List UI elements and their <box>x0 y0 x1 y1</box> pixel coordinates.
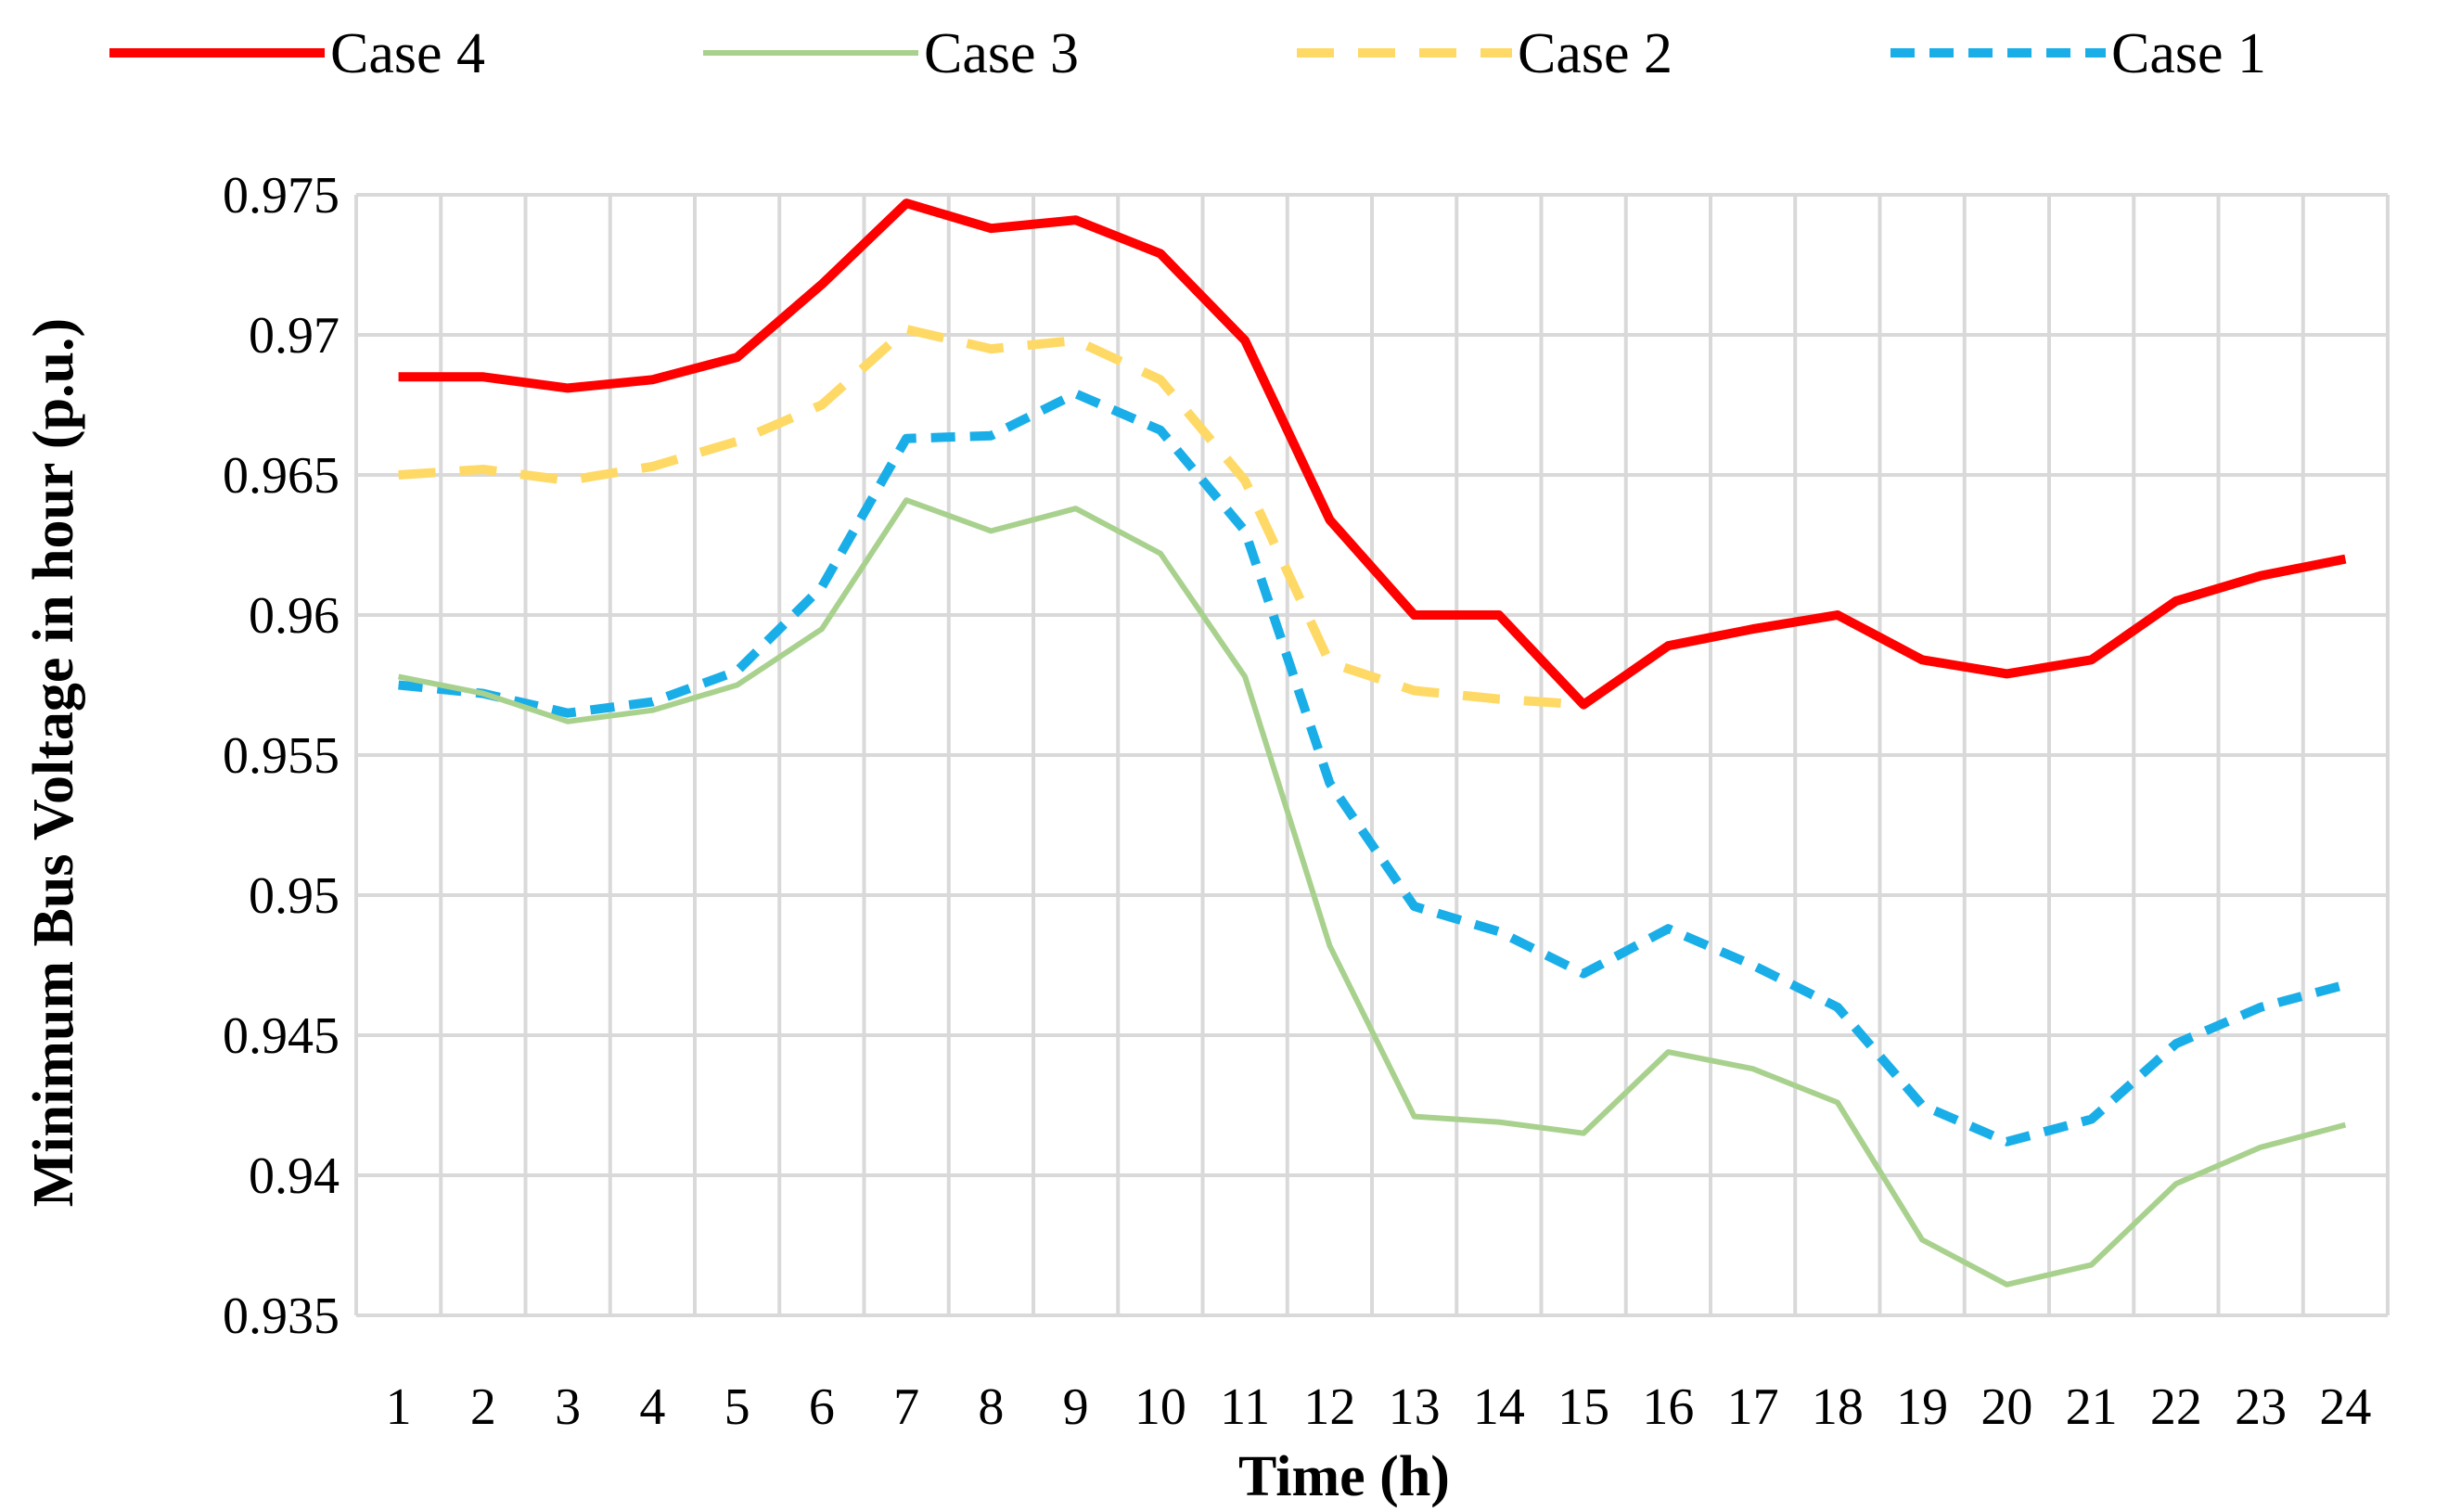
y-tick-label: 0.965 <box>223 447 340 505</box>
y-tick-label: 0.94 <box>249 1147 340 1205</box>
y-tick-label: 0.96 <box>249 587 340 645</box>
x-tick-label: 19 <box>1896 1378 1948 1436</box>
x-axis-title: Time (h) <box>1238 1445 1450 1507</box>
legend-label: Case 1 <box>2111 22 2266 85</box>
x-tick-label: 2 <box>470 1378 496 1436</box>
x-tick-label: 13 <box>1389 1378 1441 1436</box>
x-tick-label: 8 <box>978 1378 1004 1436</box>
x-tick-label: 10 <box>1134 1378 1186 1436</box>
series-line-case-2 <box>398 325 2347 710</box>
x-tick-label: 4 <box>639 1378 665 1436</box>
x-tick-label: 23 <box>2235 1378 2287 1436</box>
series-line-case-3 <box>398 497 2347 1288</box>
legend-label: Case 3 <box>924 22 1079 85</box>
x-tick-label: 6 <box>809 1378 835 1436</box>
x-tick-label: 12 <box>1303 1378 1355 1436</box>
x-tick-label: 17 <box>1727 1378 1779 1436</box>
x-tick-label: 16 <box>1642 1378 1694 1436</box>
series-lines <box>398 199 2347 1288</box>
series-line-case-1 <box>398 389 2347 1147</box>
legend-label: Case 4 <box>330 22 485 85</box>
x-tick-label: 22 <box>2150 1378 2202 1436</box>
y-tick-label: 0.975 <box>223 167 340 224</box>
legend-label: Case 2 <box>1518 22 1673 85</box>
y-axis-ticks: 0.935 0.94 0.945 0.95 0.955 0.96 0.965 0.97 0.97… <box>223 167 340 1345</box>
x-tick-label: 18 <box>1812 1378 1864 1436</box>
x-tick-label: 14 <box>1473 1378 1525 1436</box>
x-tick-label: 20 <box>1980 1378 2032 1436</box>
x-tick-label: 1 <box>386 1378 412 1436</box>
x-tick-label: 9 <box>1063 1378 1089 1436</box>
y-tick-label: 0.935 <box>223 1288 340 1345</box>
x-tick-label: 15 <box>1557 1378 1609 1436</box>
x-tick-label: 11 <box>1220 1378 1270 1436</box>
x-tick-label: 24 <box>2319 1378 2371 1436</box>
y-tick-label: 0.95 <box>249 867 340 925</box>
x-tick-label: 5 <box>724 1378 750 1436</box>
y-tick-label: 0.955 <box>223 727 340 785</box>
x-tick-label: 7 <box>893 1378 919 1436</box>
series-line-case-4 <box>398 199 2347 710</box>
x-axis-ticks: 1 2 3 4 5 6 7 8 9 10 11 12 13 14 15 16 17 18 19 20 21 22 23 24 <box>386 1378 2372 1436</box>
y-axis-title: Minimum Bus Voltage in hour (p.u.) <box>22 318 85 1207</box>
x-tick-label: 3 <box>555 1378 581 1436</box>
grid <box>354 193 2390 1317</box>
y-tick-label: 0.97 <box>249 307 340 365</box>
x-tick-label: 21 <box>2066 1378 2118 1436</box>
legend: Case 4 Case 3 Case 2 Case 1 <box>109 22 2266 85</box>
y-tick-label: 0.945 <box>223 1007 340 1065</box>
